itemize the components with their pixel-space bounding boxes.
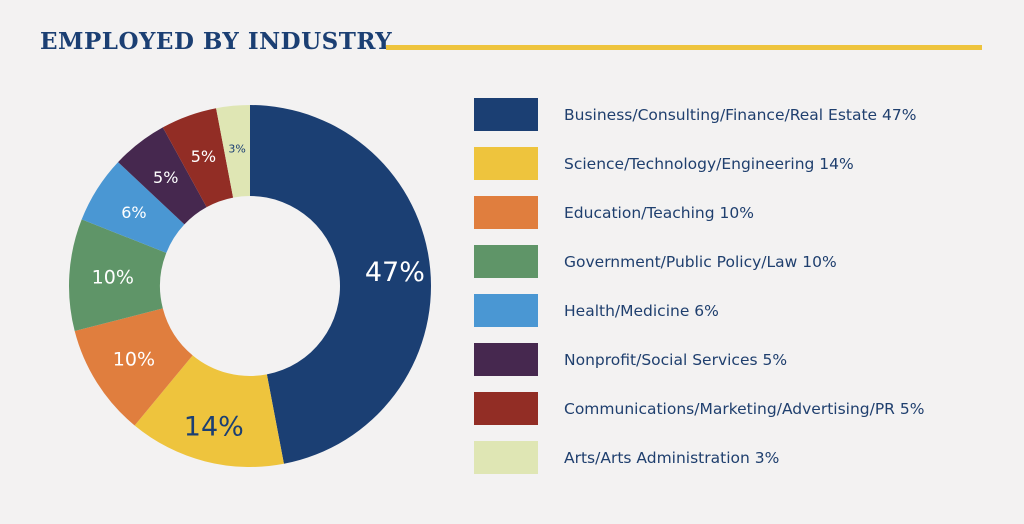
legend-item: Arts/Arts Administration 3%	[474, 441, 924, 474]
legend-item: Science/Technology/Engineering 14%	[474, 147, 924, 180]
slice-value-label: 10%	[92, 266, 134, 288]
legend-swatch	[474, 196, 538, 229]
title-underline	[386, 45, 982, 50]
legend-label: Science/Technology/Engineering 14%	[564, 154, 854, 173]
slice-value-label: 6%	[121, 203, 146, 222]
legend-swatch	[474, 343, 538, 376]
legend-swatch	[474, 98, 538, 131]
slice-value-label: 14%	[184, 411, 244, 442]
legend-item: Communications/Marketing/Advertising/PR …	[474, 392, 924, 425]
legend-swatch	[474, 245, 538, 278]
donut-slice	[162, 108, 234, 208]
donut-chart: 47% 14% 10% 10% 6% 5% 5% 3%	[68, 105, 432, 468]
donut-slice	[68, 219, 167, 332]
legend-label: Government/Public Policy/Law 10%	[564, 252, 837, 271]
legend-label: Education/Teaching 10%	[564, 203, 754, 222]
chart-legend: Business/Consulting/Finance/Real Estate …	[474, 98, 924, 490]
legend-label: Communications/Marketing/Advertising/PR …	[564, 399, 925, 418]
slice-value-label: 5%	[153, 168, 178, 187]
slice-value-label: 10%	[113, 349, 155, 371]
slice-value-label: 47%	[365, 257, 425, 288]
donut-slice	[216, 105, 250, 198]
legend-label: Arts/Arts Administration 3%	[564, 448, 780, 467]
legend-swatch	[474, 294, 538, 327]
legend-item: Business/Consulting/Finance/Real Estate …	[474, 98, 924, 131]
legend-swatch	[474, 147, 538, 180]
legend-item: Health/Medicine 6%	[474, 294, 924, 327]
legend-label: Health/Medicine 6%	[564, 301, 719, 320]
donut-slice	[74, 308, 193, 426]
slice-value-label: 3%	[228, 143, 245, 156]
donut-slice	[81, 162, 185, 253]
donut-slice	[250, 105, 432, 464]
legend-item: Nonprofit/Social Services 5%	[474, 343, 924, 376]
legend-label: Business/Consulting/Finance/Real Estate …	[564, 105, 917, 124]
legend-item: Education/Teaching 10%	[474, 196, 924, 229]
legend-swatch	[474, 392, 538, 425]
legend-label: Nonprofit/Social Services 5%	[564, 350, 788, 369]
slice-value-label: 5%	[191, 147, 216, 166]
donut-slice	[118, 127, 207, 225]
legend-swatch	[474, 441, 538, 474]
chart-title: EMPLOYED BY INDUSTRY	[40, 28, 393, 55]
donut-slice	[134, 355, 284, 468]
legend-item: Government/Public Policy/Law 10%	[474, 245, 924, 278]
